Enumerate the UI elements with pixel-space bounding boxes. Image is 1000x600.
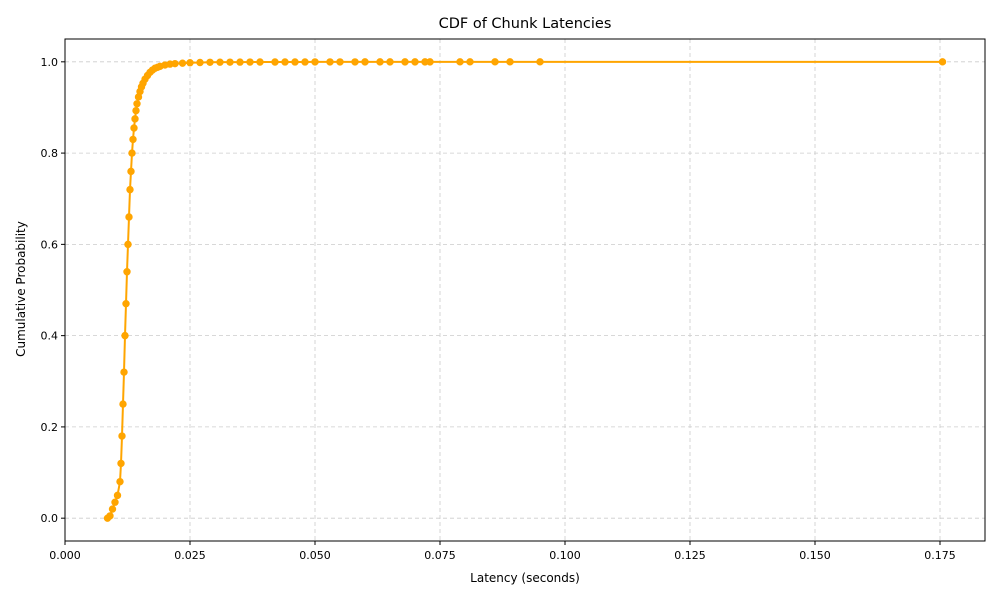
data-point	[132, 106, 140, 115]
data-point	[281, 58, 289, 66]
x-tick-label: 0.150	[799, 549, 831, 562]
data-point	[131, 115, 139, 123]
data-point	[178, 59, 187, 67]
x-axis: 0.000 0.025 0.050 0.075 0.100 0.125 0.150 0.175	[49, 541, 956, 562]
data-point	[121, 331, 129, 340]
data-point	[361, 58, 369, 66]
data-point	[171, 59, 179, 68]
data-point	[128, 149, 136, 157]
data-point	[291, 58, 299, 66]
data-point	[401, 58, 409, 66]
x-tick-label: 0.175	[924, 549, 956, 562]
data-point	[301, 58, 309, 66]
data-point	[133, 100, 141, 108]
data-point	[126, 185, 134, 194]
data-point	[256, 58, 264, 66]
plot-frame	[64, 38, 986, 542]
series-points	[103, 58, 947, 522]
data-point	[122, 299, 130, 308]
y-tick-label: 0.2	[41, 421, 59, 434]
data-point	[938, 58, 947, 66]
data-point	[111, 498, 119, 506]
data-point	[426, 58, 434, 66]
data-point	[116, 477, 124, 486]
x-axis-label: Latency (seconds)	[470, 571, 580, 585]
data-point	[226, 58, 234, 66]
data-point	[386, 58, 394, 66]
data-point	[120, 368, 128, 376]
data-point	[351, 58, 359, 66]
y-tick-label: 0.6	[41, 238, 59, 251]
data-point	[108, 505, 117, 513]
data-point	[246, 58, 254, 66]
data-point	[336, 58, 344, 66]
data-point	[123, 268, 131, 276]
y-tick-label: 0.0	[41, 512, 59, 525]
x-tick-label: 0.050	[299, 549, 331, 562]
data-point	[506, 58, 514, 66]
data-point	[216, 58, 224, 66]
data-point	[466, 58, 474, 66]
data-point	[118, 432, 126, 440]
data-point	[411, 58, 419, 66]
y-axis: 0.0 0.2 0.4 0.6 0.8 1.0	[41, 56, 65, 525]
x-tick-label: 0.100	[549, 549, 581, 562]
data-point	[129, 135, 137, 144]
x-tick-label: 0.075	[424, 549, 456, 562]
data-point	[326, 58, 334, 66]
data-point	[124, 240, 132, 249]
data-point	[106, 512, 114, 520]
x-tick-label: 0.025	[174, 549, 206, 562]
data-point	[113, 491, 122, 500]
data-point	[196, 58, 204, 67]
data-point	[376, 58, 384, 66]
data-point	[456, 58, 464, 66]
y-tick-label: 0.4	[41, 330, 59, 343]
data-point	[536, 58, 544, 66]
data-point	[491, 58, 499, 66]
y-tick-label: 1.0	[41, 56, 59, 69]
data-point	[186, 59, 194, 67]
data-point	[119, 400, 127, 408]
data-point	[130, 124, 138, 132]
data-point	[117, 459, 125, 468]
data-point	[127, 167, 135, 176]
y-tick-label: 0.8	[41, 147, 59, 160]
data-point	[206, 58, 214, 66]
x-tick-label: 0.000	[49, 549, 81, 562]
y-axis-label: Cumulative Probability	[14, 221, 28, 357]
data-point	[311, 58, 319, 66]
x-tick-label: 0.125	[674, 549, 706, 562]
data-point	[271, 58, 279, 66]
chart-title: CDF of Chunk Latencies	[439, 16, 612, 32]
data-point	[125, 213, 133, 221]
data-point	[236, 58, 244, 66]
